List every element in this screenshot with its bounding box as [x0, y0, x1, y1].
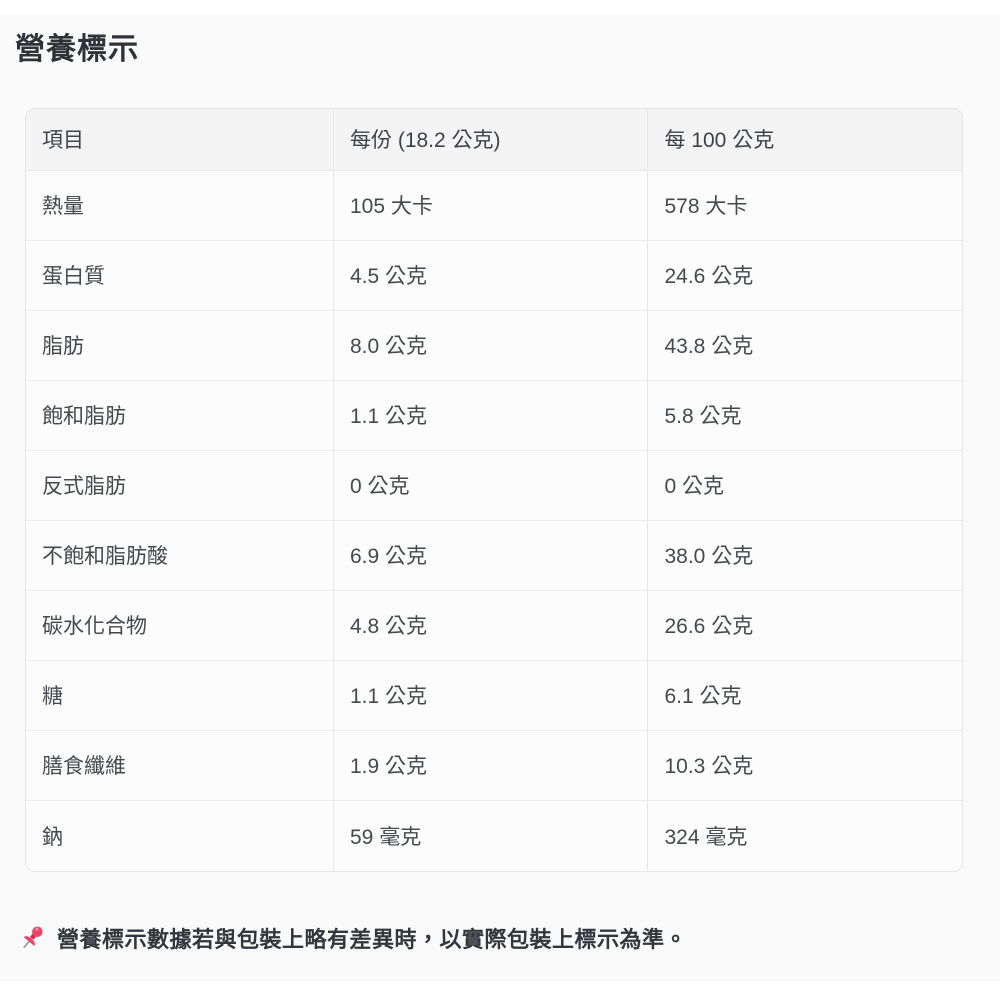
table-row: 反式脂肪 0 公克 0 公克	[26, 450, 962, 521]
footer-note-text: 營養標示數據若與包裝上略有差異時，以實際包裝上標示為準。	[57, 926, 688, 952]
cell-per-100g: 38.0 公克	[647, 520, 962, 591]
cell-per-100g: 0 公克	[647, 450, 962, 521]
cell-per-100g: 578 大卡	[647, 170, 962, 241]
cell-per-serving: 105 大卡	[333, 170, 648, 241]
cell-per-100g: 43.8 公克	[647, 310, 962, 381]
column-header-item: 項目	[26, 108, 333, 171]
cell-per-100g: 324 毫克	[647, 800, 962, 871]
page-title: 營養標示	[15, 33, 139, 66]
table-row: 碳水化合物 4.8 公克 26.6 公克	[26, 590, 962, 661]
cell-per-serving: 0 公克	[333, 450, 648, 521]
cell-item: 碳水化合物	[26, 590, 333, 661]
cell-item: 反式脂肪	[26, 450, 333, 521]
cell-per-serving: 59 毫克	[333, 800, 648, 871]
table-row: 脂肪 8.0 公克 43.8 公克	[26, 310, 962, 381]
column-header-per-serving: 每份 (18.2 公克)	[333, 108, 648, 171]
table-row: 不飽和脂肪酸 6.9 公克 38.0 公克	[26, 520, 962, 591]
cell-per-serving: 4.8 公克	[333, 590, 648, 661]
table-row: 熱量 105 大卡 578 大卡	[26, 170, 962, 241]
cell-item: 不飽和脂肪酸	[26, 520, 333, 591]
cell-per-serving: 8.0 公克	[333, 310, 648, 381]
cell-per-serving: 1.9 公克	[333, 730, 648, 801]
table-row: 鈉 59 毫克 324 毫克	[26, 800, 962, 871]
cell-per-serving: 1.1 公克	[333, 660, 648, 731]
cell-per-100g: 6.1 公克	[647, 660, 962, 731]
cell-per-serving: 1.1 公克	[333, 380, 648, 451]
table-header-row: 項目 每份 (18.2 公克) 每 100 公克	[26, 108, 962, 171]
cell-per-serving: 4.5 公克	[333, 240, 648, 311]
cell-per-100g: 24.6 公克	[647, 240, 962, 311]
cell-item: 膳食纖維	[26, 730, 333, 801]
cell-item: 飽和脂肪	[26, 380, 333, 451]
cell-per-100g: 26.6 公克	[647, 590, 962, 661]
table-body: 熱量 105 大卡 578 大卡 蛋白質 4.5 公克 24.6 公克 脂肪 8.0 公克 43…	[26, 170, 962, 871]
cell-item: 脂肪	[26, 310, 333, 381]
cell-item: 蛋白質	[26, 240, 333, 311]
pushpin-icon	[17, 923, 47, 953]
column-header-per-100g: 每 100 公克	[647, 108, 962, 171]
nutrition-table: 項目 每份 (18.2 公克) 每 100 公克 熱量 105 大卡 578 大卡蛋…	[25, 107, 963, 872]
table-row: 蛋白質 4.5 公克 24.6 公克	[26, 240, 962, 311]
table-row: 膳食纖維 1.9 公克 10.3 公克	[26, 730, 962, 801]
cell-item: 糖	[26, 660, 333, 731]
nutrition-panel: 營養標示 項目 每份 (18.2 公克) 每 100 公克 熱量 105 大卡 57…	[0, 15, 1000, 981]
footer-note: 營養標示數據若與包裝上略有差異時，以實際包裝上標示為準。	[17, 922, 1000, 954]
cell-per-serving: 6.9 公克	[333, 520, 648, 591]
table-row: 飽和脂肪 1.1 公克 5.8 公克	[26, 380, 962, 451]
cell-per-100g: 5.8 公克	[647, 380, 962, 451]
cell-item: 熱量	[26, 170, 333, 241]
cell-per-100g: 10.3 公克	[647, 730, 962, 801]
table-row: 糖 1.1 公克 6.1 公克	[26, 660, 962, 731]
cell-item: 鈉	[26, 800, 333, 871]
